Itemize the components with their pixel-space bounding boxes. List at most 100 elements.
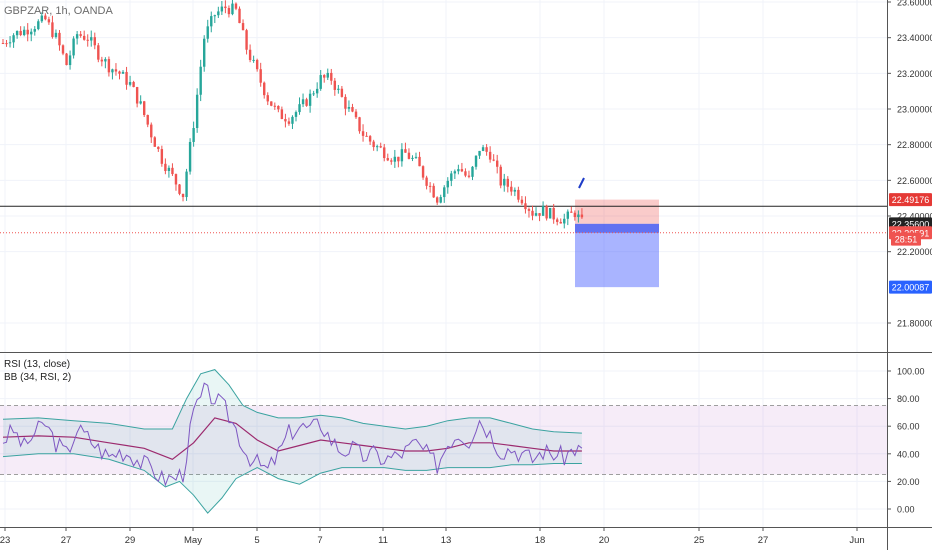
candle-body bbox=[492, 159, 495, 161]
candle-body bbox=[185, 171, 188, 198]
price-tick-label: 23.00000 bbox=[897, 105, 932, 115]
candle-body bbox=[319, 75, 322, 89]
candle-body bbox=[421, 166, 425, 178]
candle-body bbox=[79, 34, 82, 36]
candle-body bbox=[520, 199, 524, 204]
time-tick-label: 27 bbox=[61, 535, 72, 546]
candle-body bbox=[26, 29, 29, 35]
candle-body bbox=[146, 115, 149, 125]
candle-body bbox=[354, 111, 358, 118]
candle-body bbox=[351, 107, 354, 112]
price-label-text: 22.35600 bbox=[892, 219, 930, 229]
rsi-tick-label: 20.00 bbox=[897, 477, 920, 487]
candle-body bbox=[425, 177, 428, 186]
candle-body bbox=[506, 178, 509, 187]
candle-body bbox=[573, 212, 577, 218]
candle-body bbox=[51, 22, 54, 37]
candle-body bbox=[284, 118, 287, 122]
candle-body bbox=[206, 26, 209, 39]
brush-annotation[interactable] bbox=[578, 177, 585, 189]
candle-body bbox=[97, 45, 100, 60]
candle-body bbox=[499, 166, 502, 186]
rsi-indicator-label[interactable]: RSI (13, close) bbox=[4, 359, 71, 370]
price-label-tag bbox=[889, 193, 932, 207]
candle-body bbox=[407, 152, 411, 159]
rsi-tick-label: 80.00 bbox=[897, 394, 920, 404]
price-tick-label: 23.60000 bbox=[897, 0, 932, 8]
candle-body bbox=[432, 185, 435, 198]
candle-body bbox=[128, 82, 132, 85]
candle-body bbox=[245, 30, 248, 50]
candle-body bbox=[298, 104, 301, 113]
stop-loss-zone bbox=[575, 199, 659, 224]
price-tick-label: 22.80000 bbox=[897, 140, 932, 150]
candle-body bbox=[90, 37, 93, 41]
candle-body bbox=[358, 117, 361, 132]
price-label-text: 28:51 bbox=[895, 235, 918, 245]
candle-body bbox=[323, 75, 326, 78]
bb-upper-line bbox=[2, 369, 582, 434]
candle-body bbox=[580, 214, 584, 218]
candle-body bbox=[241, 23, 245, 31]
candle-body bbox=[171, 167, 174, 175]
rsi-tick-label: 100.00 bbox=[897, 367, 925, 377]
candle-body bbox=[44, 15, 47, 20]
rsi-pane-plot bbox=[0, 369, 887, 514]
bb-indicator-label[interactable]: BB (34, RSI, 2) bbox=[4, 372, 72, 383]
candle-body bbox=[82, 35, 86, 40]
candle-body bbox=[195, 94, 199, 129]
candle-body bbox=[397, 156, 400, 162]
candle-body bbox=[340, 88, 344, 97]
candle-body bbox=[132, 82, 135, 88]
bb-fill bbox=[3, 369, 582, 514]
candle-body bbox=[464, 171, 467, 176]
price-tick-label: 23.40000 bbox=[897, 33, 932, 43]
candle-body bbox=[496, 160, 499, 167]
candle-body bbox=[386, 158, 389, 161]
candle-body bbox=[439, 197, 442, 203]
grid bbox=[0, 0, 887, 527]
candle-body bbox=[559, 221, 562, 224]
candle-body bbox=[174, 174, 178, 185]
candle-body bbox=[58, 32, 61, 46]
time-tick-label: Jun bbox=[849, 535, 864, 546]
candle-body bbox=[234, 3, 238, 9]
candle-body bbox=[93, 37, 96, 46]
price-tick-label: 22.40000 bbox=[897, 212, 932, 222]
rsi-line bbox=[2, 382, 583, 487]
candle-body bbox=[474, 155, 478, 167]
candle-body bbox=[443, 187, 446, 198]
candle-body bbox=[485, 147, 488, 152]
price-lines bbox=[0, 205, 887, 234]
candle-body bbox=[19, 30, 22, 36]
candle-body bbox=[347, 107, 351, 109]
candle-body bbox=[259, 69, 262, 83]
candle-body bbox=[453, 171, 457, 174]
open-pnl-zone bbox=[575, 223, 659, 233]
candle-body bbox=[68, 55, 72, 66]
candle-body bbox=[61, 45, 65, 54]
candle-body bbox=[375, 146, 379, 148]
price-label-text: 22.49176 bbox=[892, 195, 930, 205]
price-label-tag bbox=[891, 232, 921, 246]
candle-body bbox=[538, 213, 541, 216]
candle-body bbox=[481, 147, 485, 151]
candles bbox=[1, 0, 584, 229]
candle-body bbox=[22, 29, 26, 36]
price-tick-label: 22.20000 bbox=[897, 247, 932, 257]
candle-body bbox=[1, 43, 5, 45]
candle-body bbox=[556, 219, 559, 222]
candle-body bbox=[231, 3, 234, 15]
candle-body bbox=[548, 207, 552, 219]
short-position-tool[interactable] bbox=[575, 199, 659, 288]
candle-body bbox=[224, 6, 227, 9]
candle-body bbox=[450, 173, 453, 181]
candle-body bbox=[510, 186, 513, 192]
candle-body bbox=[181, 193, 185, 198]
candle-body bbox=[383, 147, 386, 159]
candle-body bbox=[280, 109, 284, 119]
time-tick-label: 11 bbox=[378, 535, 388, 546]
candle-body bbox=[270, 101, 273, 106]
